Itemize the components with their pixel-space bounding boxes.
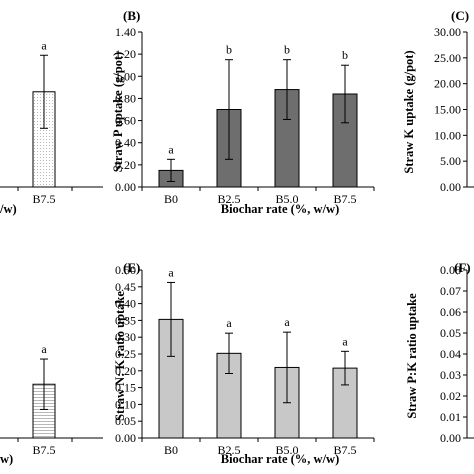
panel-c-y-tick-label: 25.00 xyxy=(434,51,461,65)
panel-e-x-tick-label: B0 xyxy=(164,443,178,457)
panel-f-partial: (F) Straw P:K ratio uptake 0.00 0.01 0.02 0… xyxy=(405,260,474,445)
panel-b-significance-letter: a xyxy=(168,142,174,156)
panel-a-x-tick-label: B7.5 xyxy=(32,192,55,206)
panel-b: (B) Straw P uptake (g/pot) Biochar rate … xyxy=(111,8,375,216)
panel-b-label: (B) xyxy=(123,8,140,23)
panel-b-significance-letter: b xyxy=(284,43,290,57)
panel-b-x-axis-label: Biochar rate (%, w/w) xyxy=(221,202,340,216)
panel-f-y-tick-label: 0.00 xyxy=(440,431,461,445)
panel-e-bar xyxy=(158,318,184,439)
panel-a-significance-letter: a xyxy=(41,38,47,52)
panel-f-y-tick-label: 0.01 xyxy=(440,410,461,424)
panel-b-y-tick-label: 1.00 xyxy=(115,69,136,83)
panel-f-label: (F) xyxy=(454,260,471,275)
panel-f-y-tick-label: 0.04 xyxy=(440,347,461,361)
panel-b-significance-letter: b xyxy=(226,43,232,57)
panel-c-label: (C) xyxy=(451,8,469,23)
panel-a-partial: /w) B7.5 a xyxy=(0,38,103,216)
panel-e-significance-letter: a xyxy=(226,316,232,330)
panel-e-significance-letter: a xyxy=(284,315,290,329)
panel-c-y-tick-label: 5.00 xyxy=(440,154,461,168)
panel-c-y-tick-label: 20.00 xyxy=(434,77,461,91)
panel-f-y-tick-label: 0.06 xyxy=(440,305,461,319)
panel-b-y-axis-label: Straw P uptake (g/pot) xyxy=(111,52,125,173)
panel-e-y-tick-label: 0.10 xyxy=(115,397,136,411)
panel-e-bar xyxy=(332,367,358,439)
panel-c-y-tick-label: 30.00 xyxy=(434,25,461,39)
panel-e-y-tick-label: 0.20 xyxy=(115,364,136,378)
panel-d-partial: w) B7.5 a xyxy=(0,342,103,466)
panel-d-x-axis-label-fragment: w) xyxy=(0,452,13,466)
panel-e-y-tick-label: 0.25 xyxy=(115,347,136,361)
panel-c-y-tick-label: 0.00 xyxy=(440,180,461,194)
panel-e-y-tick-label: 0.40 xyxy=(115,297,136,311)
panel-e-y-tick-label: 0.35 xyxy=(115,313,136,327)
panel-d-significance-letter: a xyxy=(41,342,47,356)
panel-b-y-tick-label: 0.00 xyxy=(115,180,136,194)
panel-f-y-tick-label: 0.08 xyxy=(440,263,461,277)
panel-f-y-tick-label: 0.07 xyxy=(440,284,461,298)
panel-c-y-tick-label: 10.00 xyxy=(434,128,461,142)
panel-e-y-tick-label: 0.15 xyxy=(115,381,136,395)
panel-e-x-axis-label: Biochar rate (%, w/w) xyxy=(221,452,340,466)
panel-f-y-tick-label: 0.05 xyxy=(440,326,461,340)
panel-b-y-tick-label: 1.20 xyxy=(115,47,136,61)
panel-e-significance-letter: a xyxy=(342,334,348,348)
panel-f-y-tick-label: 0.03 xyxy=(440,368,461,382)
panel-b-y-tick-label: 0.40 xyxy=(115,136,136,150)
panel-b-x-tick-label: B2.5 xyxy=(217,192,240,206)
panel-d-x-tick-label: B7.5 xyxy=(32,443,55,457)
panel-c-y-axis-label: Straw K uptake (g/pot) xyxy=(402,50,416,173)
panel-e-y-axis-label: Straw N: K ratio uptake xyxy=(113,291,127,421)
panel-a-x-axis-label-fragment: /w) xyxy=(0,202,17,216)
panel-f-y-tick-label: 0.02 xyxy=(440,389,461,403)
panel-b-y-tick-label: 0.20 xyxy=(115,158,136,172)
panel-e-y-tick-label: 0.50 xyxy=(115,263,136,277)
panel-b-x-tick-label: B0 xyxy=(164,192,178,206)
panel-e-x-tick-label: B2.5 xyxy=(217,443,240,457)
panel-c-y-tick-label: 15.00 xyxy=(434,103,461,117)
panel-e-y-tick-label: 0.00 xyxy=(115,431,136,445)
panel-c-partial: (C) Straw K uptake (g/pot) 0.00 5.00 10.00… xyxy=(402,8,474,194)
panel-e: (E) Straw N: K ratio uptake Biochar rate… xyxy=(113,260,375,466)
panel-b-y-tick-label: 0.80 xyxy=(115,91,136,105)
panel-e-y-tick-label: 0.30 xyxy=(115,330,136,344)
panel-e-x-tick-label: B7.5 xyxy=(333,443,356,457)
panel-b-x-tick-label: B5.0 xyxy=(275,192,298,206)
panel-e-y-tick-label: 0.05 xyxy=(115,414,136,428)
panel-b-y-tick-label: 1.40 xyxy=(115,25,136,39)
panel-e-significance-letter: a xyxy=(168,265,174,279)
panel-e-x-tick-label: B5.0 xyxy=(275,443,298,457)
panel-e-label: (E) xyxy=(123,260,140,275)
panel-b-y-tick-label: 0.60 xyxy=(115,114,136,128)
panel-b-significance-letter: b xyxy=(342,48,348,62)
panel-e-y-tick-label: 0.45 xyxy=(115,280,136,294)
panel-f-y-axis-label: Straw P:K ratio uptake xyxy=(405,293,419,419)
panel-b-x-tick-label: B7.5 xyxy=(333,192,356,206)
